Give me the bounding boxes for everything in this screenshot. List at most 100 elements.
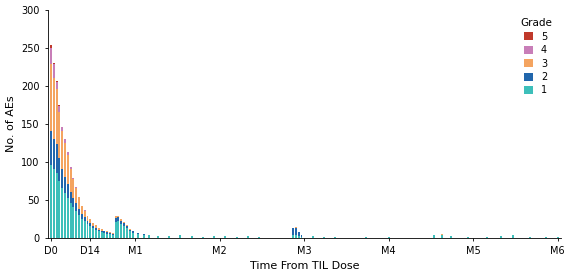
Bar — [55, 82, 58, 89]
Bar — [120, 224, 122, 238]
Bar — [89, 219, 91, 223]
Bar — [529, 237, 530, 238]
Bar — [109, 232, 111, 233]
Bar — [300, 235, 303, 237]
Bar — [137, 234, 139, 238]
Bar — [98, 230, 100, 232]
Bar — [73, 207, 74, 238]
Bar — [292, 229, 294, 235]
X-axis label: Time From TIL Dose: Time From TIL Dose — [250, 261, 359, 271]
Bar — [545, 237, 548, 238]
Bar — [512, 235, 514, 238]
Bar — [297, 236, 300, 238]
Bar — [441, 235, 443, 238]
Bar — [118, 216, 119, 217]
Bar — [55, 81, 58, 82]
Bar — [441, 234, 443, 235]
Bar — [86, 221, 89, 224]
Bar — [191, 236, 192, 238]
Bar — [118, 217, 119, 221]
Bar — [61, 188, 63, 238]
Bar — [258, 237, 260, 238]
Bar — [213, 236, 215, 238]
Bar — [84, 217, 86, 221]
Bar — [388, 237, 390, 238]
Bar — [365, 237, 367, 238]
Bar — [131, 232, 134, 233]
Bar — [112, 233, 114, 234]
Bar — [58, 105, 61, 106]
Bar — [98, 229, 100, 230]
Bar — [73, 178, 74, 179]
Bar — [70, 169, 71, 192]
Bar — [126, 229, 128, 238]
Bar — [55, 89, 58, 144]
Bar — [75, 188, 77, 203]
Bar — [128, 229, 131, 230]
Bar — [67, 152, 69, 155]
Bar — [92, 226, 94, 229]
Bar — [143, 235, 145, 238]
Bar — [120, 219, 122, 221]
Bar — [58, 181, 61, 238]
Bar — [128, 230, 131, 232]
Bar — [70, 203, 71, 238]
Bar — [75, 211, 77, 238]
Bar — [84, 210, 86, 211]
Bar — [67, 184, 69, 198]
Bar — [53, 64, 55, 78]
Bar — [115, 218, 116, 222]
Bar — [86, 224, 89, 238]
Bar — [103, 233, 106, 238]
Bar — [103, 231, 106, 232]
Bar — [50, 165, 52, 238]
Bar — [81, 214, 83, 219]
Bar — [64, 143, 66, 177]
Bar — [58, 106, 61, 112]
Y-axis label: No. of AEs: No. of AEs — [6, 95, 15, 152]
Bar — [486, 237, 488, 238]
Bar — [64, 177, 66, 193]
Bar — [103, 232, 106, 233]
Bar — [148, 235, 150, 238]
Bar — [78, 215, 80, 238]
Bar — [95, 228, 97, 230]
Bar — [67, 155, 69, 184]
Bar — [236, 237, 238, 238]
Bar — [126, 225, 128, 226]
Bar — [58, 112, 61, 158]
Bar — [557, 237, 559, 238]
Bar — [297, 232, 300, 236]
Bar — [70, 192, 71, 203]
Bar — [84, 221, 86, 238]
Bar — [78, 197, 80, 209]
Bar — [73, 198, 74, 207]
Bar — [64, 139, 66, 143]
Bar — [70, 167, 71, 169]
Bar — [95, 225, 97, 228]
Bar — [78, 209, 80, 215]
Bar — [53, 139, 55, 169]
Bar — [89, 223, 91, 226]
Bar — [295, 235, 297, 238]
Bar — [467, 237, 469, 238]
Bar — [118, 221, 119, 238]
Bar — [137, 233, 139, 234]
Bar — [120, 221, 122, 224]
Bar — [292, 235, 294, 238]
Bar — [75, 187, 77, 188]
Bar — [100, 229, 103, 231]
Bar — [168, 236, 170, 238]
Bar — [323, 237, 325, 238]
Bar — [109, 234, 111, 238]
Bar — [84, 211, 86, 217]
Bar — [78, 196, 80, 197]
Bar — [89, 226, 91, 238]
Bar — [61, 169, 63, 188]
Bar — [224, 236, 227, 238]
Bar — [81, 219, 83, 238]
Bar — [112, 234, 114, 235]
Bar — [53, 63, 55, 64]
Bar — [50, 64, 52, 131]
Bar — [109, 233, 111, 234]
